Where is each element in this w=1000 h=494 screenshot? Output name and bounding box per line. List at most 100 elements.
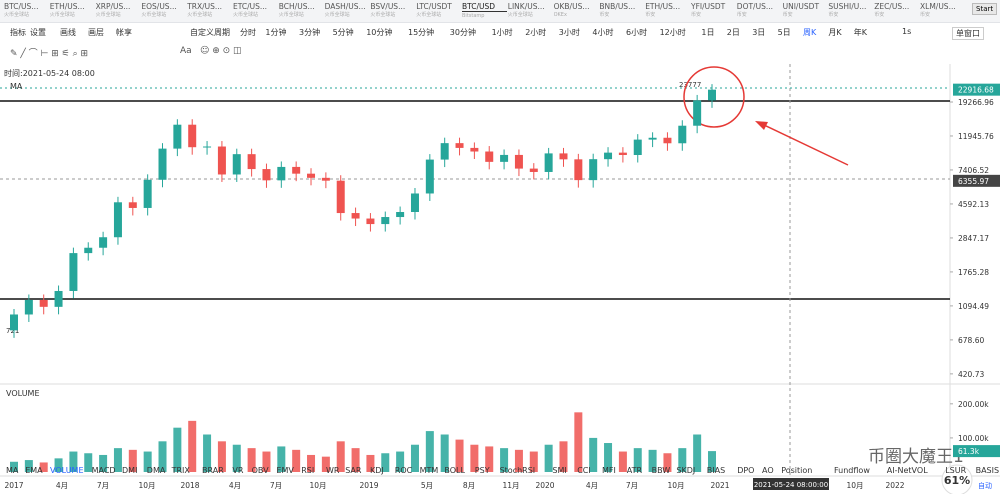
x-label: 10月: [138, 481, 155, 490]
indicator-tab[interactable]: AI-NetVOL: [887, 466, 928, 475]
tab[interactable]: XRP/US... 火币全球站: [96, 2, 141, 20]
volume-bar: [425, 431, 434, 472]
tab[interactable]: OKB/US... OKEx: [554, 2, 599, 20]
tab-name: ETH/US...: [645, 2, 681, 11]
tab[interactable]: UNI/USDT 币安: [783, 2, 828, 20]
period-button[interactable]: 10分钟: [366, 28, 393, 37]
start-button[interactable]: Start: [972, 3, 998, 15]
candle-body: [158, 148, 167, 180]
indicator-tab[interactable]: BASIS: [976, 466, 999, 475]
tab[interactable]: BTC/USD Bitstamp: [462, 2, 507, 21]
candle-body: [410, 193, 419, 213]
indicator-tab[interactable]: OBV: [252, 466, 270, 475]
indicator-tab[interactable]: SKDJ: [676, 466, 695, 475]
tab[interactable]: SUSHI/U... 币安: [828, 2, 873, 20]
period-button[interactable]: 4小时: [592, 28, 614, 37]
tab[interactable]: ETH/US... 火币全球站: [50, 2, 95, 20]
tab[interactable]: DOT/US... 币安: [737, 2, 782, 20]
indicator-tab[interactable]: ATR: [627, 466, 643, 475]
indicator-tab[interactable]: ROC: [395, 466, 413, 475]
period-button[interactable]: 自定义周期: [190, 28, 230, 37]
period-button[interactable]: 1分钟: [265, 28, 287, 37]
font-tool[interactable]: Aa: [180, 46, 192, 56]
period-button[interactable]: 2日: [726, 28, 740, 37]
candle-body: [514, 154, 523, 169]
period-button[interactable]: 5分钟: [332, 28, 354, 37]
refresh-rate[interactable]: 1s: [902, 27, 912, 36]
period-button[interactable]: 6小时: [626, 28, 648, 37]
toolbar-button[interactable]: 画层: [88, 28, 104, 37]
tool-icons[interactable]: ✎ ╱ ⌒ ⊢ ⊞ ⚟ ⌕ ⊞: [10, 49, 89, 59]
period-button[interactable]: 30分钟: [449, 28, 476, 37]
indicator-tab[interactable]: MTM: [420, 466, 439, 475]
indicator-tab[interactable]: WR: [326, 466, 340, 475]
period-button[interactable]: 年K: [853, 28, 868, 37]
indicator-tab[interactable]: MA: [6, 466, 19, 475]
period-button[interactable]: 2小时: [525, 28, 547, 37]
volume-title: VOLUME: [6, 389, 40, 398]
indicator-tab[interactable]: PSY: [475, 466, 490, 475]
volume-bar: [633, 448, 642, 472]
tab[interactable]: BSV/US... 火币全球站: [370, 2, 415, 20]
tab[interactable]: ETH/US... 币安: [645, 2, 690, 20]
tab[interactable]: BNB/US... 币安: [599, 2, 644, 20]
tab[interactable]: EOS/US... 火币全球站: [141, 2, 186, 20]
period-button[interactable]: 1日: [701, 28, 715, 37]
volume-bar: [514, 449, 523, 472]
tab[interactable]: DASH/US... 火币全球站: [325, 2, 370, 20]
period-button[interactable]: 月K: [828, 28, 842, 37]
window-mode[interactable]: 单窗口: [952, 27, 984, 40]
indicator-tab[interactable]: CCI: [577, 466, 591, 475]
tab[interactable]: LTC/USDT 火币全球站: [416, 2, 461, 20]
toolbar-button[interactable]: 画线: [60, 28, 76, 37]
tab[interactable]: ZEC/US... 币安: [874, 2, 919, 20]
toolbar-button[interactable]: 设置: [30, 28, 46, 37]
indicator-tab[interactable]: DPO: [737, 466, 754, 475]
indicator-tab[interactable]: MFI: [602, 466, 616, 475]
indicator-tab[interactable]: Fundflow: [834, 466, 870, 475]
indicator-tab[interactable]: Position: [781, 466, 812, 475]
time-label: 时间:2021-05-24 08:00: [4, 68, 95, 78]
indicator-tab[interactable]: DMA: [147, 466, 166, 475]
indicator-tab[interactable]: DMI: [122, 466, 137, 475]
indicator-tab[interactable]: EMV: [276, 466, 294, 475]
period-button[interactable]: 1小时: [491, 28, 513, 37]
indicator-tab[interactable]: VOLUME: [50, 466, 84, 475]
badge-mode[interactable]: 自动: [978, 481, 992, 490]
toolbar-button[interactable]: 指标: [10, 28, 26, 37]
volume-bar: [559, 441, 568, 472]
tab[interactable]: ETC/US... 火币全球站: [233, 2, 278, 20]
tab[interactable]: XLM/US... 币安: [920, 2, 965, 20]
indicator-tab[interactable]: KDJ: [370, 466, 384, 475]
indicator-tab[interactable]: StochRSI: [500, 466, 536, 475]
tool-icons[interactable]: ☺ ⊕ ⊙ ◫: [200, 46, 242, 56]
indicator-tab[interactable]: LSUR: [945, 466, 966, 475]
period-button[interactable]: 周K: [803, 28, 817, 37]
tab[interactable]: BCH/US... 火币全球站: [279, 2, 324, 20]
indicator-tab[interactable]: SAR: [345, 466, 362, 475]
indicator-tab[interactable]: RSI: [301, 466, 314, 475]
indicator-tab[interactable]: EMA: [25, 466, 43, 475]
tab[interactable]: YFI/USDT 币安: [691, 2, 736, 20]
indicator-tab[interactable]: TRIX: [171, 466, 191, 475]
period-button[interactable]: 12小时: [659, 28, 686, 37]
period-button[interactable]: 3分钟: [299, 28, 321, 37]
indicator-tab[interactable]: AO: [762, 466, 774, 475]
indicator-tab[interactable]: BOLL: [444, 466, 465, 475]
tab[interactable]: LINK/US... 火币全球站: [508, 2, 553, 20]
indicator-tab[interactable]: MACD: [92, 466, 116, 475]
period-button[interactable]: 3日: [752, 28, 766, 37]
period-button[interactable]: 5日: [777, 28, 791, 37]
period-button[interactable]: 15分钟: [408, 28, 435, 37]
indicator-tab[interactable]: SMI: [552, 466, 566, 475]
indicator-tab[interactable]: VR: [232, 466, 243, 475]
tab[interactable]: BTC/US... 火币全球站: [4, 2, 49, 20]
indicator-tab[interactable]: BRAR: [202, 466, 224, 475]
indicator-tab[interactable]: BIAS: [707, 466, 725, 475]
period-button[interactable]: 分时: [240, 28, 256, 37]
tab[interactable]: TRX/US... 火币全球站: [187, 2, 232, 20]
toolbar-button[interactable]: 帐享: [116, 28, 132, 37]
period-button[interactable]: 3小时: [558, 28, 580, 37]
indicator-tab[interactable]: BBW: [652, 466, 671, 475]
tab-name: BTC/USD: [462, 2, 507, 12]
